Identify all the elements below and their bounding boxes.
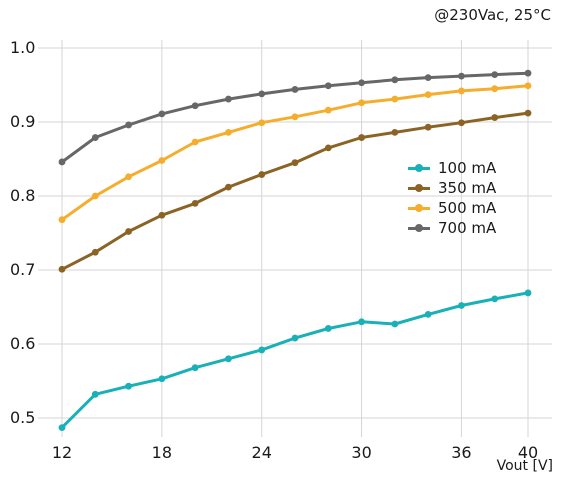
data-point-700ma <box>324 82 332 90</box>
data-point-100ma <box>458 302 465 309</box>
y-tick-label: 0.6 <box>10 334 35 353</box>
x-tick-label: 24 <box>252 443 272 462</box>
data-point-700ma <box>225 95 232 103</box>
data-point-100ma <box>524 289 532 297</box>
legend-item-350ma: 350 mA <box>408 178 496 198</box>
data-point-500ma <box>158 157 166 164</box>
legend-label-700ma: 700 mA <box>438 219 497 237</box>
legend-swatch-500ma <box>408 203 430 213</box>
data-point-500ma <box>191 138 199 146</box>
data-point-500ma <box>125 173 132 181</box>
x-tick-label: 36 <box>451 443 471 462</box>
legend-swatch-350ma <box>408 183 430 193</box>
data-point-700ma <box>358 79 365 87</box>
data-point-500ma <box>58 216 66 224</box>
data-point-350ma <box>391 128 399 136</box>
legend: 100 mA 350 mA 500 mA 700 mA <box>408 158 496 238</box>
data-point-350ma <box>91 248 99 256</box>
data-point-500ma <box>458 87 465 95</box>
data-point-700ma <box>125 121 132 129</box>
data-point-500ma <box>391 95 399 103</box>
series-500ma <box>58 82 532 224</box>
data-point-100ma <box>225 355 232 363</box>
data-point-100ma <box>391 320 399 328</box>
x-tick-label: 18 <box>152 443 172 462</box>
x-tick-label: 12 <box>52 443 72 462</box>
data-point-100ma <box>158 375 166 383</box>
data-point-500ma <box>491 85 499 93</box>
data-point-500ma <box>258 119 266 127</box>
legend-swatch-100ma <box>408 163 430 173</box>
legend-item-100ma: 100 mA <box>408 158 496 178</box>
series-100ma <box>58 289 532 432</box>
data-point-700ma <box>191 102 199 110</box>
x-axis-label: Vout [V] <box>496 458 553 474</box>
data-point-350ma <box>291 159 299 167</box>
data-point-100ma <box>91 390 99 398</box>
data-point-700ma <box>524 69 532 77</box>
data-point-350ma <box>458 119 465 127</box>
y-tick-label: 1.0 <box>10 38 35 57</box>
data-point-100ma <box>491 295 499 303</box>
data-point-700ma <box>491 71 499 79</box>
data-point-350ma <box>258 171 266 178</box>
data-point-700ma <box>158 110 166 118</box>
data-point-350ma <box>125 228 132 235</box>
data-point-100ma <box>358 318 365 326</box>
series-700ma <box>58 69 532 166</box>
y-tick-label: 0.7 <box>10 260 35 279</box>
y-tick-label: 0.9 <box>10 112 35 131</box>
data-point-100ma <box>125 382 132 390</box>
data-point-700ma <box>58 158 66 166</box>
data-point-700ma <box>424 74 432 81</box>
data-point-700ma <box>291 86 299 93</box>
data-point-350ma <box>324 144 332 152</box>
data-point-100ma <box>58 424 66 432</box>
data-point-350ma <box>424 123 432 131</box>
legend-item-500ma: 500 mA <box>408 198 496 218</box>
legend-swatch-700ma <box>408 223 430 233</box>
conditions-annotation: @230Vac, 25°C <box>434 6 551 24</box>
data-point-100ma <box>191 364 199 372</box>
data-point-350ma <box>491 114 499 121</box>
data-point-500ma <box>424 91 432 99</box>
data-point-350ma <box>358 134 365 141</box>
series-350ma <box>58 109 532 273</box>
data-point-500ma <box>324 106 332 114</box>
legend-item-700ma: 700 mA <box>408 218 496 238</box>
data-point-700ma <box>258 90 266 98</box>
series-line-100ma <box>60 291 530 430</box>
data-point-700ma <box>91 134 99 141</box>
legend-label-100ma: 100 mA <box>438 159 497 177</box>
data-point-700ma <box>458 72 465 80</box>
data-point-350ma <box>524 109 532 117</box>
data-point-350ma <box>158 211 166 219</box>
data-point-100ma <box>291 334 299 342</box>
legend-label-500ma: 500 mA <box>438 199 497 217</box>
x-tick-label: 30 <box>351 443 371 462</box>
data-point-500ma <box>91 192 99 200</box>
y-tick-label: 0.8 <box>10 186 35 205</box>
series-layer <box>58 69 532 432</box>
data-point-100ma <box>258 346 266 354</box>
data-point-500ma <box>358 99 365 107</box>
data-point-100ma <box>424 311 432 318</box>
data-point-500ma <box>225 128 232 136</box>
data-point-500ma <box>291 113 299 121</box>
data-point-350ma <box>191 200 199 207</box>
data-point-350ma <box>225 183 232 191</box>
tick-labels: 0.5 0.6 0.7 0.8 0.9 1.0 12 18 24 30 36 40 <box>10 38 538 462</box>
data-point-700ma <box>391 76 399 84</box>
data-point-100ma <box>324 325 332 332</box>
grid <box>38 40 552 437</box>
y-tick-label: 0.5 <box>10 408 35 427</box>
legend-label-350ma: 350 mA <box>438 179 497 197</box>
data-point-500ma <box>524 82 532 90</box>
x-tick-label: 40 <box>518 443 538 462</box>
data-point-350ma <box>58 265 66 273</box>
